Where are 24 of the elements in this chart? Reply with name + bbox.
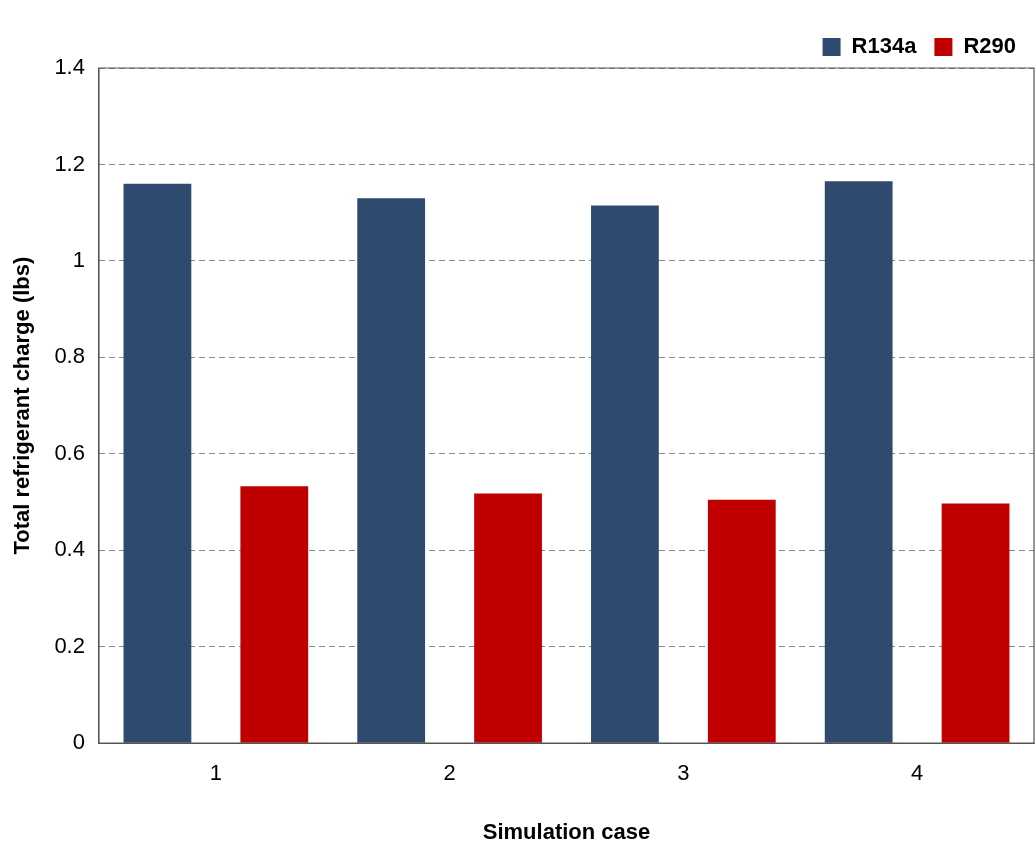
- legend-label: R290: [963, 33, 1016, 59]
- bar: [591, 205, 659, 743]
- bar: [123, 183, 192, 743]
- x-axis-title: Simulation case: [482, 818, 651, 844]
- bar: [474, 493, 542, 743]
- x-tick-label: 1: [209, 760, 222, 786]
- y-axis-title: Total refrigerant charge (lbs): [9, 256, 35, 555]
- bar: [240, 486, 309, 743]
- x-tick-label: 3: [677, 760, 690, 786]
- y-tick-label: 0.4: [54, 536, 85, 562]
- bar: [357, 198, 426, 743]
- bar: [707, 499, 776, 743]
- bar: [941, 503, 1010, 743]
- x-tick-label: 4: [911, 760, 924, 786]
- y-tick-label: 0: [72, 729, 85, 755]
- x-tick-label: 2: [443, 760, 456, 786]
- y-tick-label: 0.8: [54, 343, 85, 369]
- y-tick-label: 1.4: [54, 54, 85, 80]
- bar: [824, 181, 893, 743]
- y-tick-label: 1: [72, 246, 85, 272]
- y-tick-label: 0.2: [54, 632, 85, 658]
- legend-label: R134a: [851, 33, 918, 59]
- y-tick-label: 1.2: [54, 150, 85, 176]
- y-tick-label: 0.6: [54, 439, 85, 465]
